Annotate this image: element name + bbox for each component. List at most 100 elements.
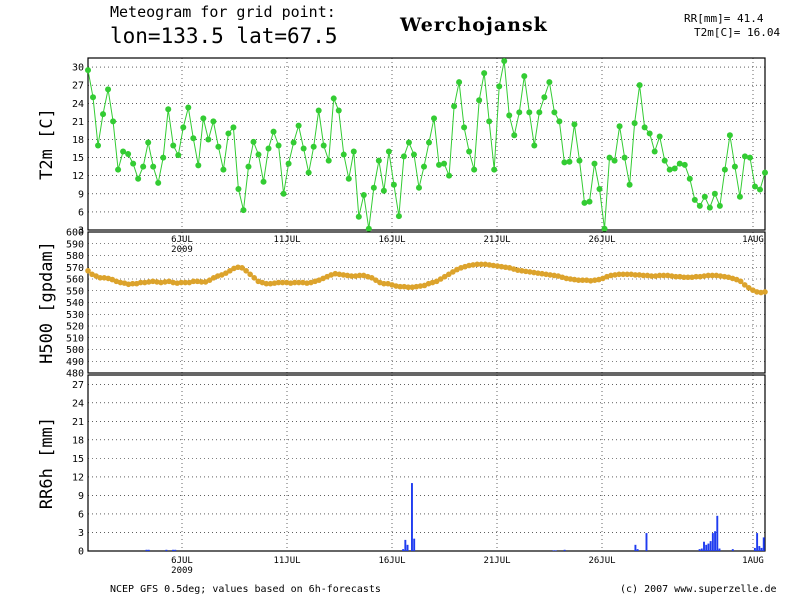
data-point	[175, 152, 182, 159]
data-point	[461, 124, 468, 131]
panel-frame	[87, 374, 766, 552]
data-point	[441, 273, 448, 280]
data-point	[381, 280, 387, 287]
data-point	[370, 184, 377, 191]
data-point	[466, 148, 473, 155]
y-tick-label: 510	[66, 333, 84, 344]
data-point	[576, 157, 583, 164]
data-point	[762, 169, 768, 176]
data-point	[601, 225, 608, 232]
data-point	[616, 271, 622, 278]
data-point	[478, 261, 485, 268]
data-point	[620, 271, 626, 278]
data-point	[631, 120, 638, 127]
y-tick-label: 18	[72, 135, 84, 146]
data-point	[190, 278, 197, 285]
y-tick-label: 520	[66, 322, 84, 333]
data-point	[296, 279, 302, 286]
data-point	[641, 124, 648, 131]
data-point	[225, 130, 232, 137]
y-tick-label: 21	[72, 417, 84, 428]
precip-bar	[714, 531, 717, 551]
panel-3	[87, 374, 766, 552]
data-point	[626, 181, 633, 188]
precip-bar	[174, 549, 177, 551]
data-point	[227, 267, 233, 274]
data-point	[345, 175, 352, 182]
precip-bar	[411, 483, 413, 551]
data-point	[521, 73, 528, 80]
precip-bar	[406, 544, 409, 551]
data-point	[405, 139, 412, 146]
precip-total: RR[mm]= 41.4	[684, 12, 764, 25]
data-point	[395, 213, 402, 220]
x-tick-label: 6JUL	[171, 556, 193, 566]
data-point	[491, 166, 498, 173]
data-point	[746, 154, 753, 161]
data-point	[516, 109, 523, 116]
data-point	[579, 277, 586, 283]
precip-bar	[413, 538, 416, 551]
station-name: Werchojansk	[400, 14, 548, 36]
data-point	[474, 261, 480, 268]
data-point	[375, 157, 382, 164]
y-tick-label: 0	[78, 547, 84, 558]
data-point	[160, 154, 167, 161]
data-point	[581, 199, 588, 206]
data-point	[651, 148, 658, 155]
data-point	[450, 269, 456, 275]
data-point	[501, 58, 508, 65]
y-tick-label: 27	[72, 81, 84, 92]
data-point	[279, 279, 286, 286]
precip-bar	[698, 549, 701, 551]
y-tick-label: 6	[78, 509, 84, 520]
data-point	[397, 283, 403, 290]
data-point	[541, 94, 548, 101]
data-point	[85, 67, 91, 74]
data-point	[701, 193, 708, 200]
data-point	[741, 282, 748, 288]
data-point	[180, 124, 187, 131]
precip-bar	[705, 544, 708, 551]
data-point	[200, 115, 207, 122]
data-point	[705, 272, 712, 279]
precip-bar	[758, 546, 761, 551]
data-point	[536, 109, 543, 116]
data-point	[330, 95, 337, 102]
data-point	[195, 162, 202, 169]
data-point	[691, 196, 698, 203]
data-point	[661, 157, 668, 164]
data-point	[621, 154, 628, 161]
data-point	[90, 94, 97, 101]
data-point	[433, 278, 440, 285]
precip-bar	[760, 547, 763, 551]
data-point	[546, 79, 553, 86]
data-point	[251, 275, 258, 281]
y-tick-label: 3	[78, 528, 84, 539]
precip-bar	[711, 533, 714, 551]
data-point	[596, 185, 603, 192]
precip-bar	[700, 548, 703, 551]
data-point	[223, 270, 229, 276]
data-point	[85, 267, 91, 274]
x-tick-sublabel: 2009	[171, 245, 193, 255]
data-point	[120, 148, 127, 155]
precip-bar	[707, 543, 710, 551]
panel-1	[85, 57, 768, 232]
data-point	[426, 139, 433, 146]
data-point	[410, 151, 417, 158]
data-point	[666, 166, 673, 173]
precip-bar	[554, 550, 557, 551]
data-point	[155, 179, 162, 186]
data-point	[247, 271, 253, 278]
data-point	[291, 279, 298, 286]
data-point	[270, 128, 277, 135]
data-point	[446, 172, 453, 179]
y-tick-label: 600	[66, 228, 84, 239]
data-point	[640, 272, 647, 279]
data-point	[681, 274, 687, 281]
data-point	[636, 82, 643, 89]
data-point	[348, 273, 355, 279]
x-tick-label: 1AUG	[742, 556, 764, 566]
